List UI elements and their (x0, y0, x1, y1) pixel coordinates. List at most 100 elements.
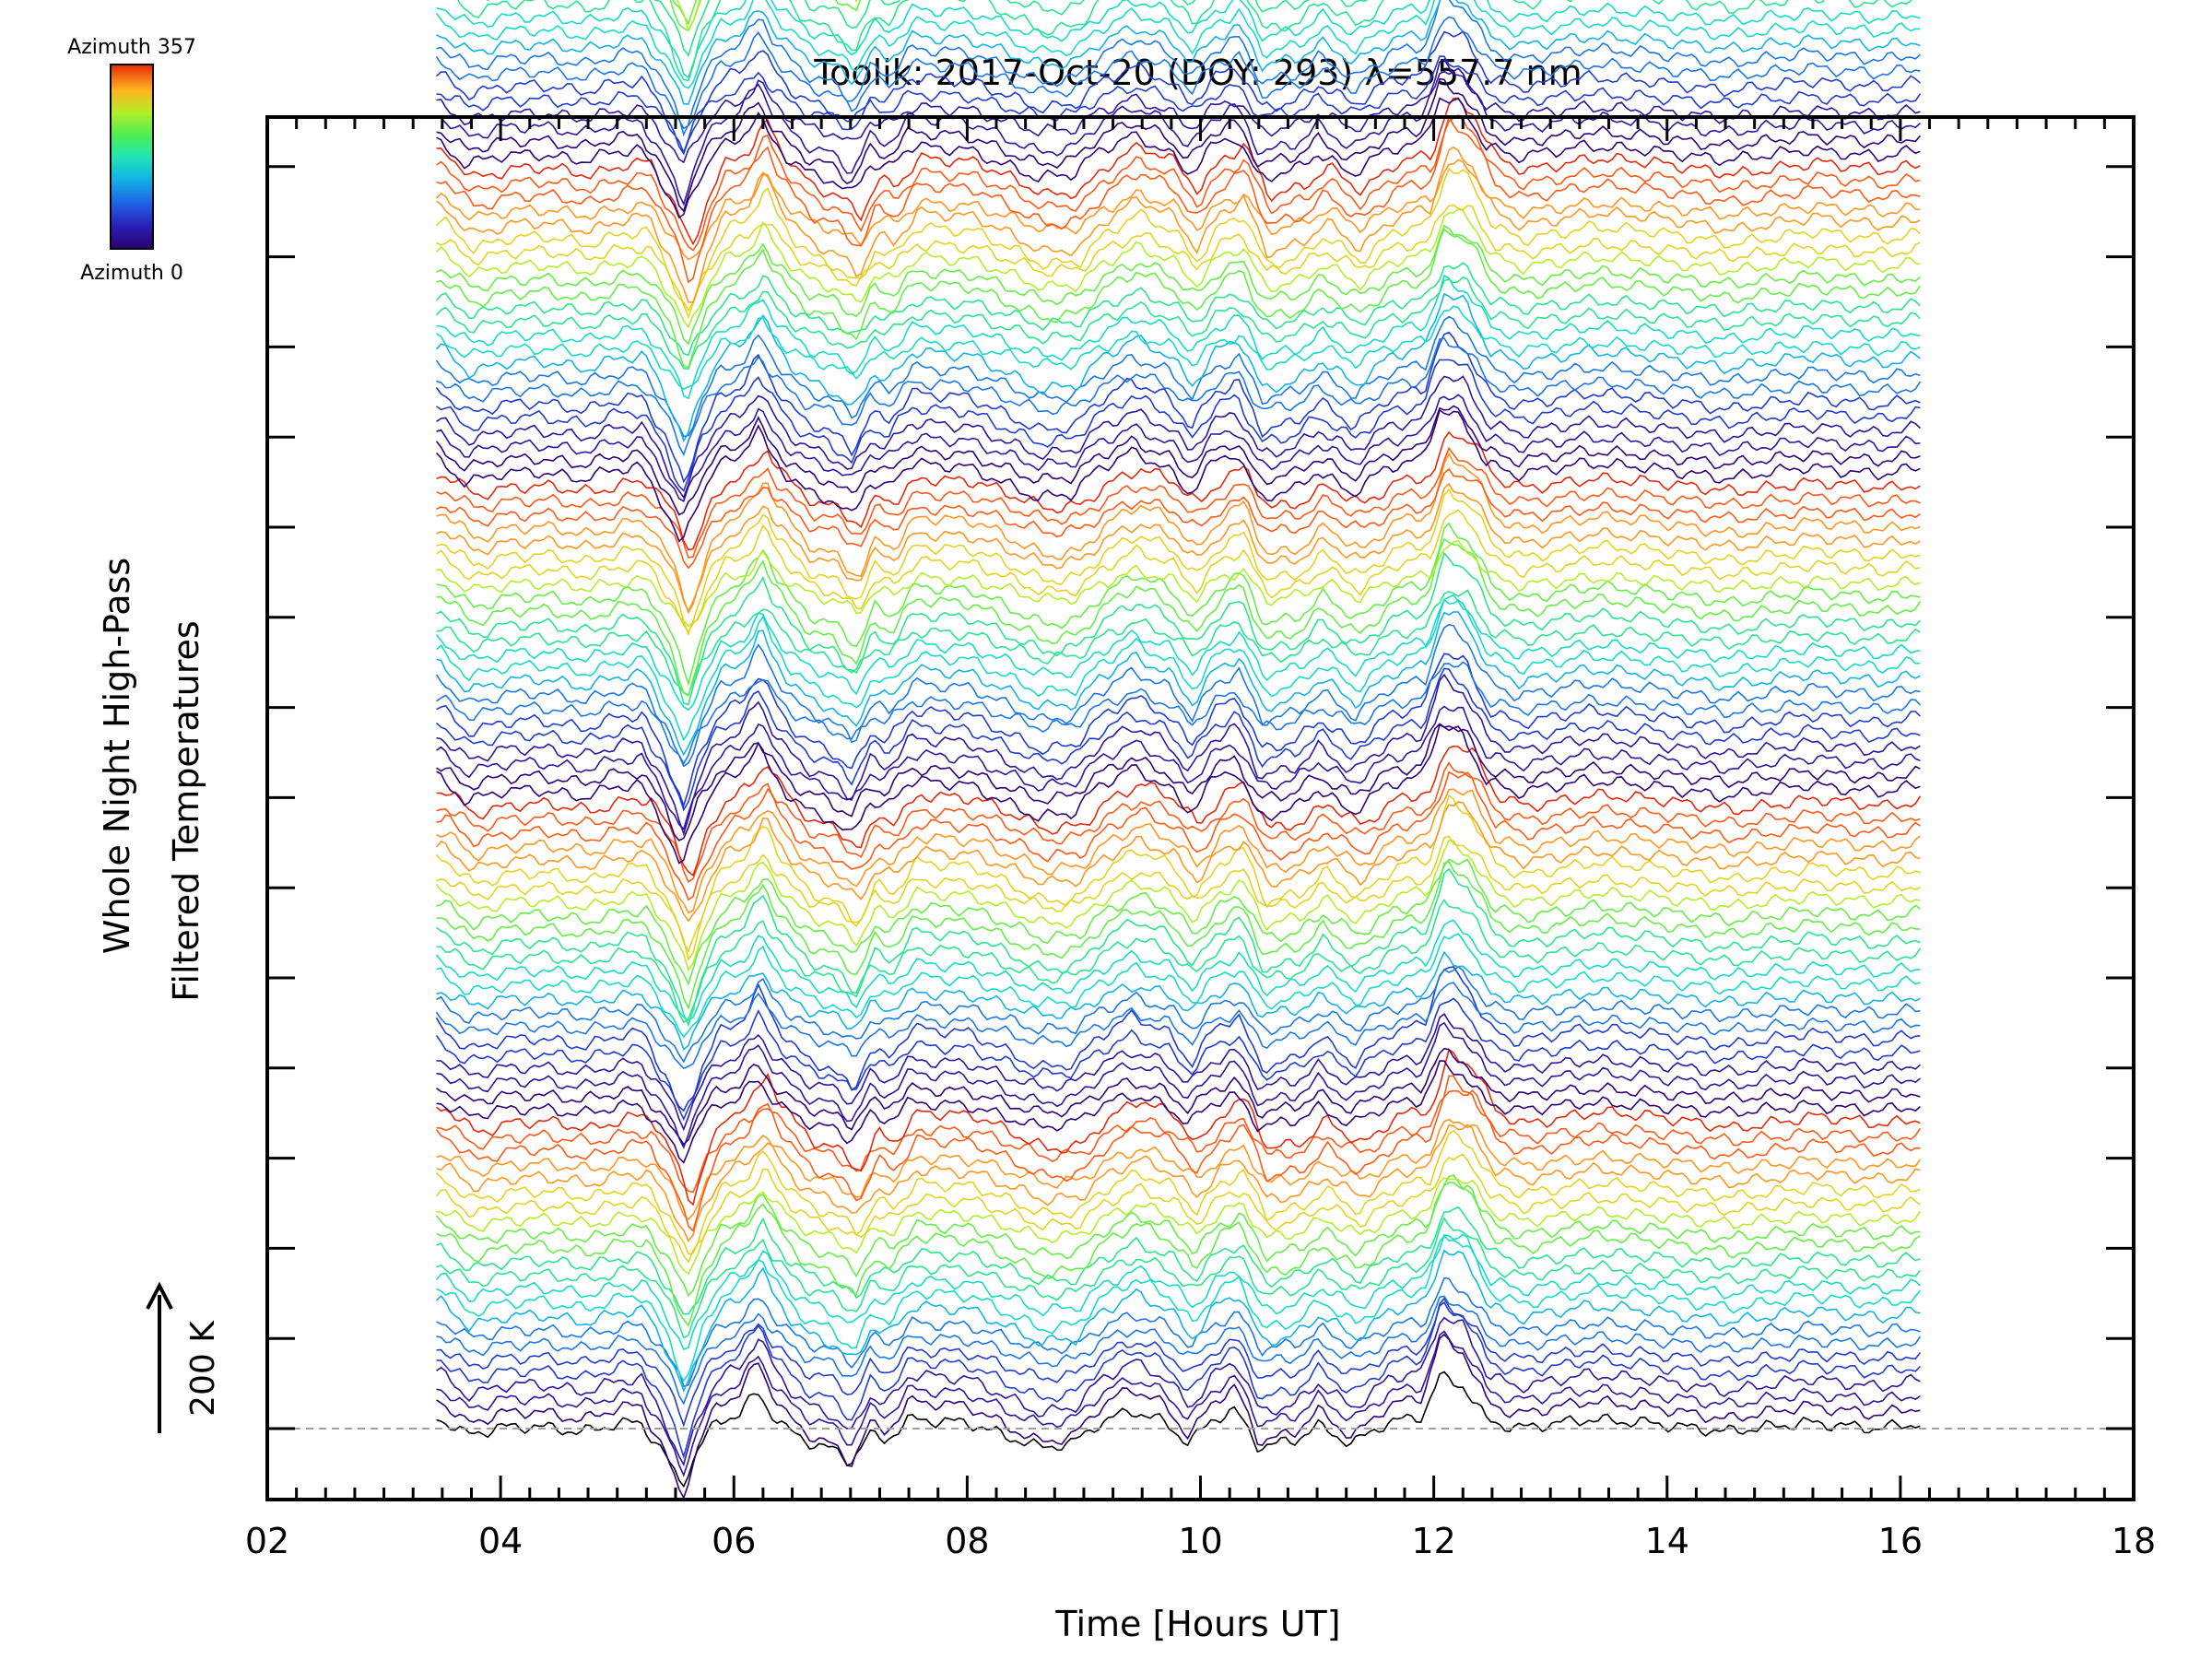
trace-line (436, 965, 1921, 1064)
trace-line (436, 537, 1922, 697)
trace-line (436, 113, 1921, 252)
trace-line (435, 982, 1921, 1070)
x-axis-label: Time [Hours UT] (1054, 1604, 1340, 1644)
trace-line (435, 839, 1921, 972)
x-tick-label: 04 (478, 1521, 523, 1561)
trace-line (435, 1048, 1921, 1206)
trace-line (436, 1217, 1922, 1339)
x-tick-label: 16 (1878, 1521, 1923, 1561)
trace-line (435, 315, 1921, 438)
trace-line (435, 405, 1921, 516)
trace-line (436, 1316, 1921, 1467)
trace-line (436, 761, 1921, 884)
y-axis-label-line2: Filtered Temperatures (166, 620, 206, 1001)
trace-line (677, 0, 858, 32)
trace-line (436, 933, 1921, 1039)
trace-line (486, 0, 1369, 57)
trace-line (436, 97, 1921, 219)
trace-line (435, 168, 1921, 320)
trace-line (435, 997, 1921, 1112)
trace-line (435, 794, 1921, 961)
trace-line (436, 0, 1921, 105)
x-tick-label: 14 (1645, 1521, 1689, 1561)
trace-line (669, 0, 1053, 32)
trace-line (436, 1234, 1922, 1382)
trace-line (436, 723, 1921, 841)
trace-line (436, 745, 1922, 877)
trace-line (435, 292, 1921, 443)
trace-line (435, 1153, 1921, 1265)
trace-line (436, 467, 1921, 570)
trace-line (436, 788, 1921, 914)
trace-line (436, 430, 1921, 551)
trace-line (436, 1333, 1921, 1500)
trace-line (436, 860, 1921, 1010)
trace-line (436, 899, 1922, 1024)
trace-line (436, 337, 1922, 457)
trace-line (436, 58, 1921, 206)
trace-line (435, 30, 1921, 155)
trace-line (436, 950, 1921, 1051)
trace-line (436, 1295, 1922, 1406)
trace-line (436, 705, 1921, 831)
trace-line (436, 1330, 1921, 1477)
x-tick-label: 12 (1411, 1521, 1455, 1561)
trace-line (435, 331, 1921, 484)
trace-line (457, 0, 1912, 82)
trace-line (435, 966, 1921, 1122)
trace-line (435, 1075, 1921, 1232)
trace-line (436, 77, 1922, 213)
trace-line (436, 1206, 1921, 1315)
trace-line (436, 204, 1921, 312)
trace-line (435, 594, 1921, 712)
trace-line (436, 228, 1922, 369)
trace-line (436, 1013, 1921, 1132)
x-tick-label: 08 (945, 1521, 989, 1561)
trace-line (436, 97, 1921, 246)
trace-line (436, 452, 1921, 615)
trace-line (435, 276, 1921, 371)
trace-line (436, 274, 1921, 400)
x-tick-label: 02 (245, 1521, 289, 1561)
trace-line (435, 623, 1921, 768)
trace-line (436, 114, 1921, 284)
scale-bar-label: 200 K (184, 1320, 222, 1417)
trace-line (436, 661, 1921, 766)
trace-line (436, 867, 1921, 1028)
trace-line (435, 1233, 1921, 1351)
colorbar (110, 64, 154, 250)
axes-group: 02 04 06 08 10 12 14 16 18 (245, 115, 2156, 1561)
trace-line (436, 1182, 1921, 1327)
trace-line (435, 667, 1921, 812)
trace-line (436, 611, 1921, 757)
trace-line (436, 224, 1921, 346)
chart-title: Toolik: 2017-Oct-20 (DOY: 293) λ=557.7 n… (813, 53, 1582, 93)
trace-line (435, 0, 1921, 89)
y-axis-label-line1: Whole Night High-Pass (97, 558, 137, 954)
trace-line (435, 598, 1921, 742)
trace-line (436, 1118, 1922, 1221)
trace-line (436, 1300, 1922, 1428)
trace-line (436, 653, 1921, 808)
trace-line (436, 1371, 1921, 1488)
trace-line (436, 724, 1921, 865)
x-tick-label: 18 (2112, 1521, 2156, 1561)
trace-line (436, 359, 1921, 492)
trace-line (435, 207, 1921, 329)
trace-line (436, 1047, 1921, 1146)
trace-line (435, 1249, 1921, 1393)
colorbar-legend: Azimuth 357 Azimuth 0 (67, 36, 196, 285)
trace-line (436, 551, 1921, 706)
trace-line (436, 375, 1921, 500)
trace-line (435, 159, 1921, 261)
trace-line (435, 408, 1921, 543)
trace-line (435, 262, 1921, 357)
trace-line (436, 305, 1921, 391)
trace-line (435, 801, 1921, 923)
trace-line (436, 0, 1921, 79)
trace-line (436, 1089, 1922, 1194)
trace-line (436, 488, 1921, 637)
trace-line (435, 919, 1921, 1022)
trace-line (436, 1060, 1921, 1164)
